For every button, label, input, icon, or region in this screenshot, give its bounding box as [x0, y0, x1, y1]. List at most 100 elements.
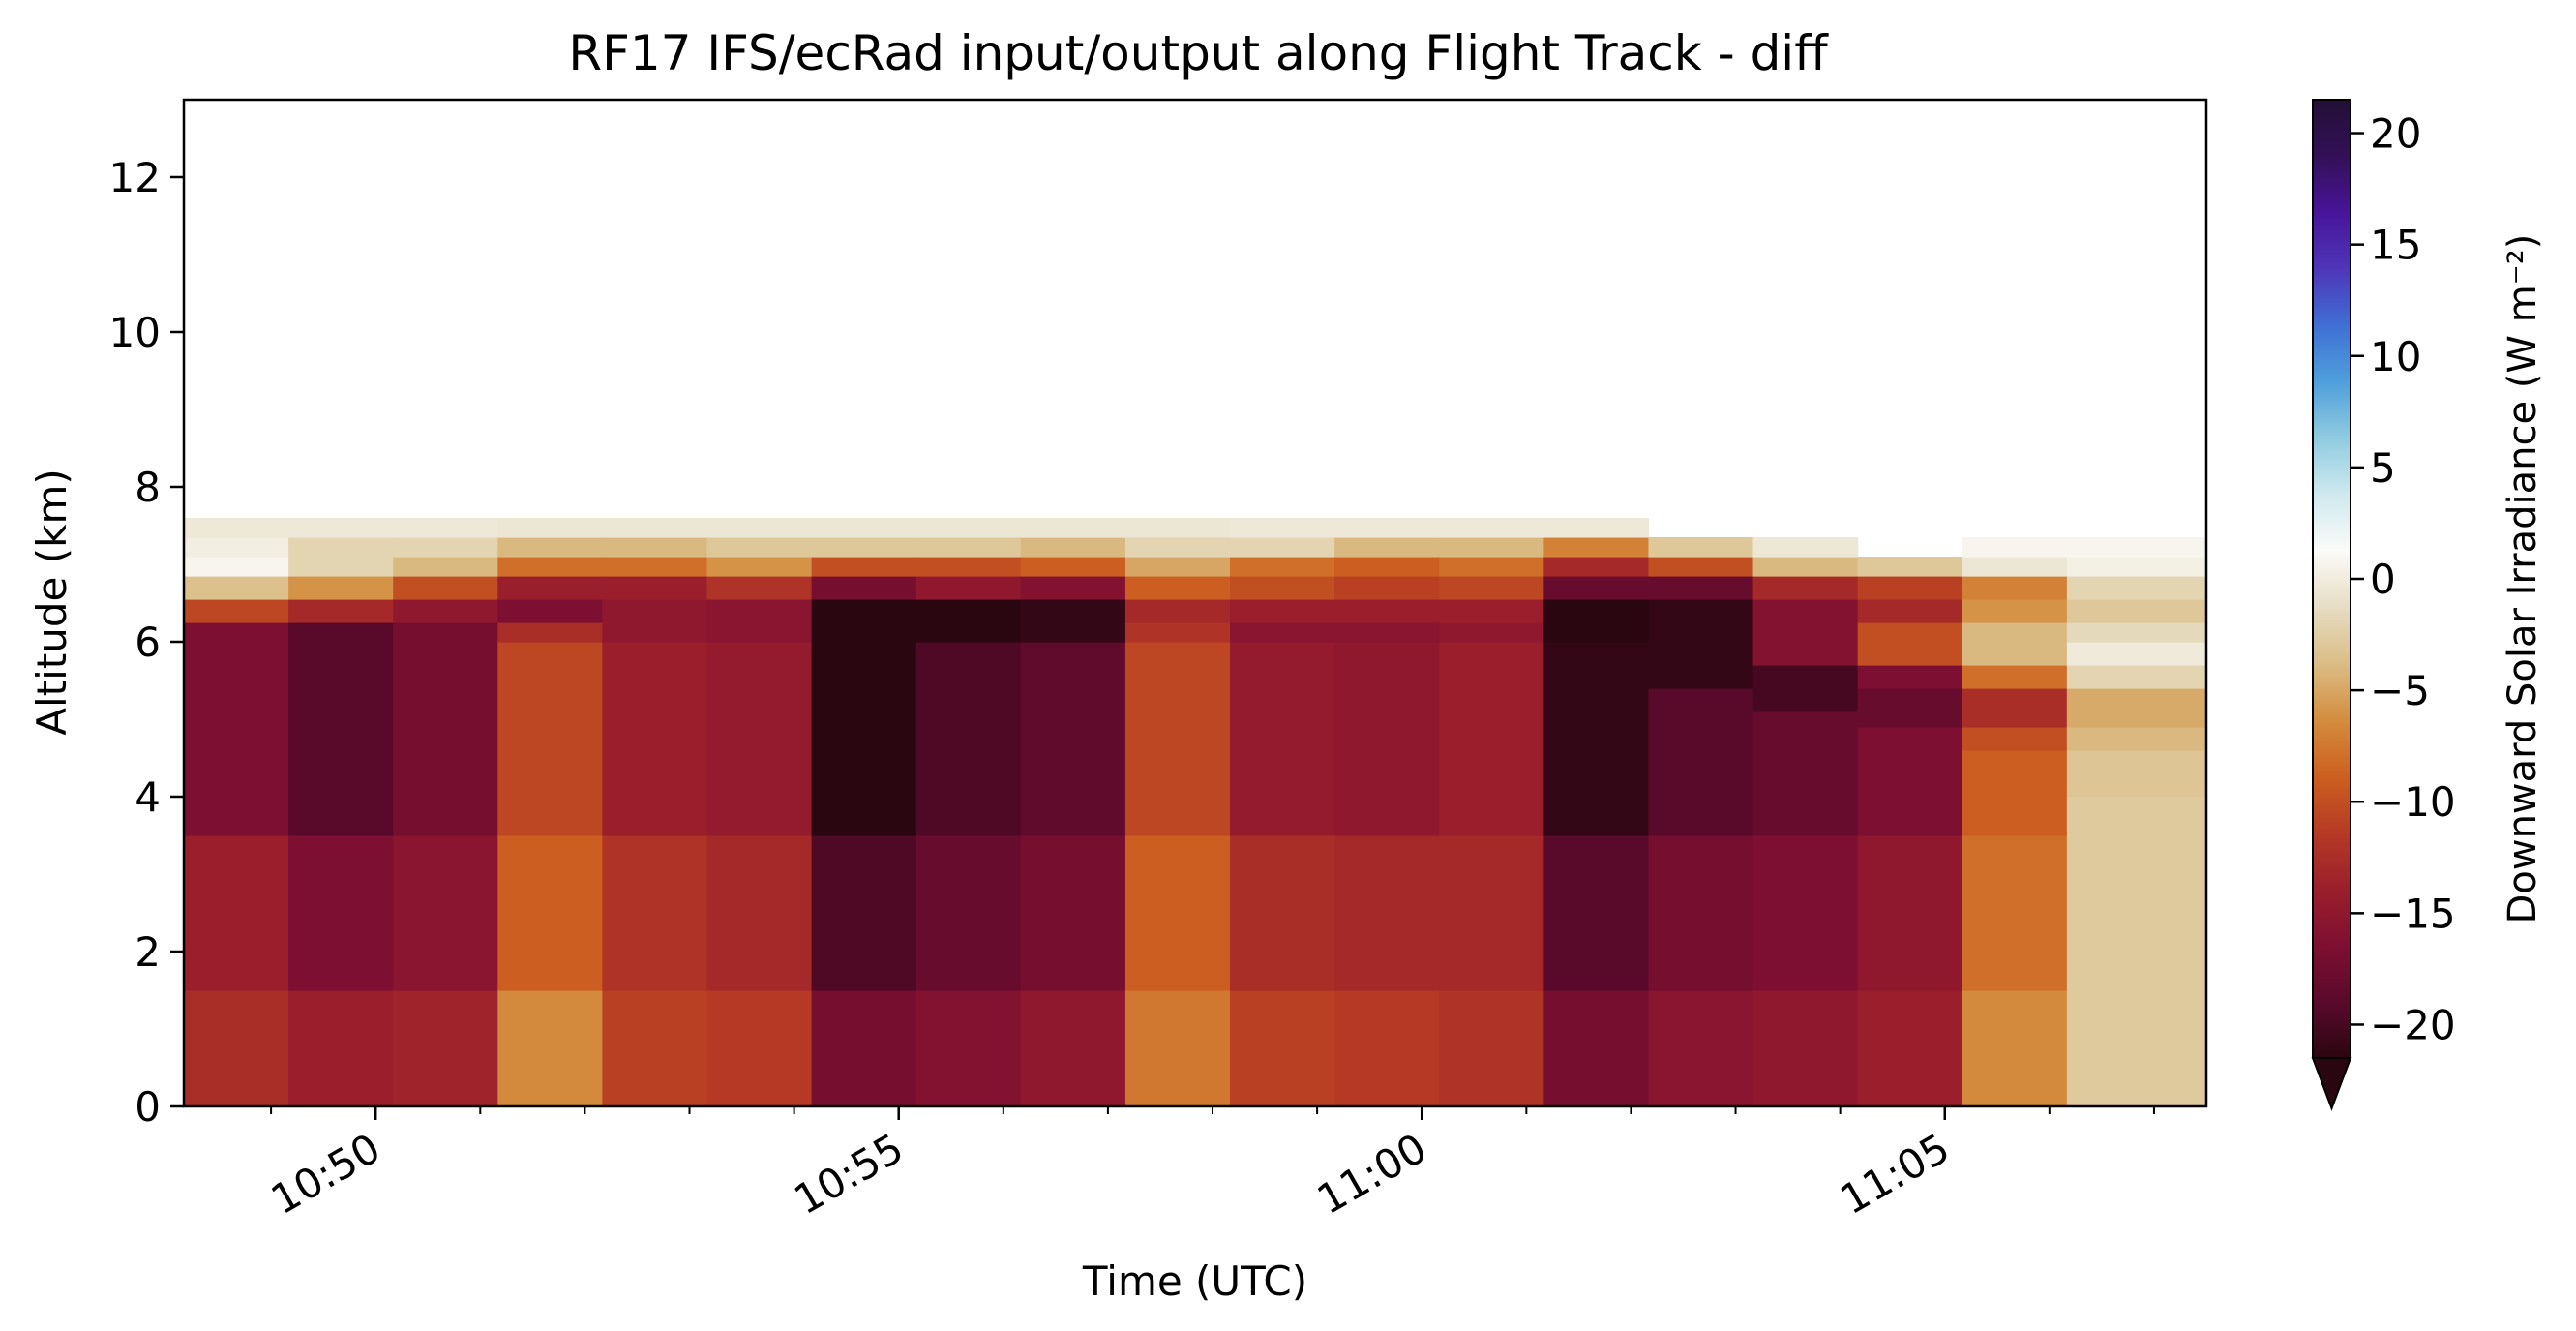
heatmap-cell — [2066, 576, 2207, 600]
heatmap-cell — [184, 537, 289, 558]
heatmap-cell — [2066, 750, 2207, 798]
heatmap-cell — [393, 518, 498, 538]
x-axis-label: Time (UTC) — [1082, 1257, 1307, 1305]
colorbar-tick-label: 10 — [2370, 333, 2421, 380]
heatmap-cell — [288, 599, 394, 623]
heatmap-cell — [1439, 576, 1544, 600]
heatmap-cell — [1752, 990, 1859, 1107]
heatmap-cell — [1962, 750, 2068, 836]
heatmap-cell — [602, 599, 708, 623]
heatmap-cell — [1124, 557, 1231, 577]
heatmap-cell — [288, 576, 394, 600]
heatmap-cell — [1857, 990, 1963, 1107]
heatmap-cell — [393, 576, 498, 600]
heatmap-cell — [184, 642, 289, 836]
heatmap-cell — [1752, 835, 1859, 991]
heatmap-cell — [497, 537, 604, 558]
heatmap-cell — [602, 557, 708, 577]
heatmap-cell — [706, 990, 813, 1107]
heatmap-cell — [1124, 990, 1231, 1107]
heatmap-cell — [706, 599, 813, 623]
heatmap-cell — [1020, 557, 1126, 577]
heatmap-cell — [1543, 557, 1650, 577]
y-tick-label: 12 — [109, 154, 161, 201]
heatmap-cell — [1334, 557, 1440, 577]
heatmap-cell — [288, 990, 394, 1107]
heatmap-cell — [706, 622, 813, 643]
heatmap-cells — [184, 518, 2207, 1107]
heatmap-cell — [706, 518, 813, 538]
heatmap-cell — [497, 835, 604, 991]
heatmap-cell — [1124, 835, 1231, 991]
heatmap-cell — [1648, 557, 1754, 577]
heatmap-cell — [1752, 537, 1859, 558]
heatmap-cell — [1543, 835, 1650, 991]
heatmap-cell — [1230, 557, 1335, 577]
y-tick-label: 4 — [135, 773, 161, 821]
heatmap-cell — [1230, 835, 1335, 991]
heatmap-cell — [2066, 727, 2207, 751]
colorbar-gradient — [2313, 100, 2351, 1058]
heatmap-cell — [2066, 537, 2207, 558]
heatmap-cell — [393, 537, 498, 558]
heatmap-cell — [811, 518, 917, 538]
heatmap-cell — [1648, 576, 1754, 600]
heatmap-cell — [1752, 557, 1859, 577]
x-tick-label: 10:55 — [786, 1124, 911, 1224]
heatmap-cell — [184, 557, 289, 577]
heatmap-cell — [1230, 599, 1335, 623]
heatmap-cell — [1962, 990, 2068, 1107]
heatmap-cell — [184, 622, 289, 643]
heatmap-cell — [602, 576, 708, 600]
heatmap-cell — [1962, 665, 2068, 689]
heatmap-cell — [2066, 797, 2207, 1107]
heatmap-cell — [1020, 990, 1126, 1107]
heatmap-cell — [602, 835, 708, 991]
heatmap-cell — [1020, 835, 1126, 991]
chart-title: RF17 IFS/ecRad input/output along Flight… — [568, 25, 1829, 81]
heatmap-cell — [1962, 557, 2068, 577]
heatmap-cell — [602, 518, 708, 538]
heatmap-cell — [1962, 835, 2068, 991]
heatmap-cell — [1334, 642, 1440, 836]
heatmap-cell — [497, 557, 604, 577]
heatmap-cell — [1439, 518, 1544, 538]
colorbar: −20 −15 −10 −5 0 5 10 15 20 Downward Solar Irrad… — [2311, 99, 2545, 1111]
heatmap-cell — [1543, 576, 1650, 600]
heatmap-cell — [1334, 576, 1440, 600]
heatmap-cell — [1648, 835, 1754, 991]
heatmap-cell — [1230, 576, 1335, 600]
heatmap-cell — [915, 576, 1022, 600]
heatmap-cell — [811, 642, 917, 836]
heatmap-cell — [1124, 599, 1231, 623]
heatmap-cell — [1124, 576, 1231, 600]
heatmap-cell — [811, 537, 917, 558]
heatmap-cell — [1230, 537, 1335, 558]
heatmap-cell — [811, 835, 917, 991]
heatmap-cell — [288, 835, 394, 991]
heatmap-cell — [1124, 622, 1231, 643]
heatmap-cell — [1124, 642, 1231, 836]
heatmap-cell — [1020, 518, 1126, 538]
heatmap-cell — [393, 599, 498, 623]
heatmap-cell — [915, 537, 1022, 558]
heatmap-cell — [1334, 835, 1440, 991]
heatmap-cell — [1752, 599, 1859, 666]
heatmap-cell — [1857, 835, 1963, 991]
heatmap-cell — [602, 622, 708, 643]
heatmap-cell — [1857, 665, 1963, 689]
heatmap-cell — [1648, 537, 1754, 558]
heatmap-cell — [915, 599, 1022, 643]
heatmap-cell — [1230, 518, 1335, 538]
heatmap-cell — [393, 990, 498, 1107]
heatmap-cell — [1124, 518, 1231, 538]
heatmap-cell — [1752, 711, 1859, 836]
y-tick-label: 0 — [135, 1083, 161, 1131]
heatmap-cell — [288, 622, 394, 643]
heatmap-cell — [497, 576, 604, 600]
heatmap-cell — [811, 990, 917, 1107]
heatmap-cell — [1543, 537, 1650, 558]
heatmap-cell — [1334, 518, 1440, 538]
heatmap-cell — [706, 835, 813, 991]
heatmap-cell — [915, 642, 1022, 836]
